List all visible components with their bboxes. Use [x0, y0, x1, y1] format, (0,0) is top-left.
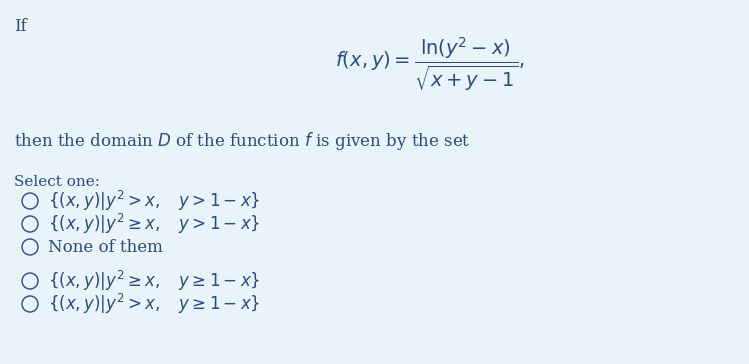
Text: If: If	[14, 18, 27, 35]
Text: $\{(x, y)|y^2 > x,\quad y \geq 1 - x\}$: $\{(x, y)|y^2 > x,\quad y \geq 1 - x\}$	[48, 292, 261, 316]
Text: then the domain $D$ of the function $f$ is given by the set: then the domain $D$ of the function $f$ …	[14, 130, 470, 152]
Text: $\{(x, y)|y^2 \geq x,\quad y \geq 1 - x\}$: $\{(x, y)|y^2 \geq x,\quad y \geq 1 - x\…	[48, 269, 261, 293]
Text: $f(x, y) = \dfrac{\ln (y^2 - x)}{\sqrt{x + y - 1}},$: $f(x, y) = \dfrac{\ln (y^2 - x)}{\sqrt{x…	[335, 36, 525, 94]
Text: Select one:: Select one:	[14, 175, 100, 189]
Text: $\{(x, y)|y^2 > x,\quad y > 1 - x\}$: $\{(x, y)|y^2 > x,\quad y > 1 - x\}$	[48, 189, 261, 213]
Text: None of them: None of them	[48, 238, 163, 256]
Text: $\{(x, y)|y^2 \geq x,\quad y > 1 - x\}$: $\{(x, y)|y^2 \geq x,\quad y > 1 - x\}$	[48, 212, 261, 236]
